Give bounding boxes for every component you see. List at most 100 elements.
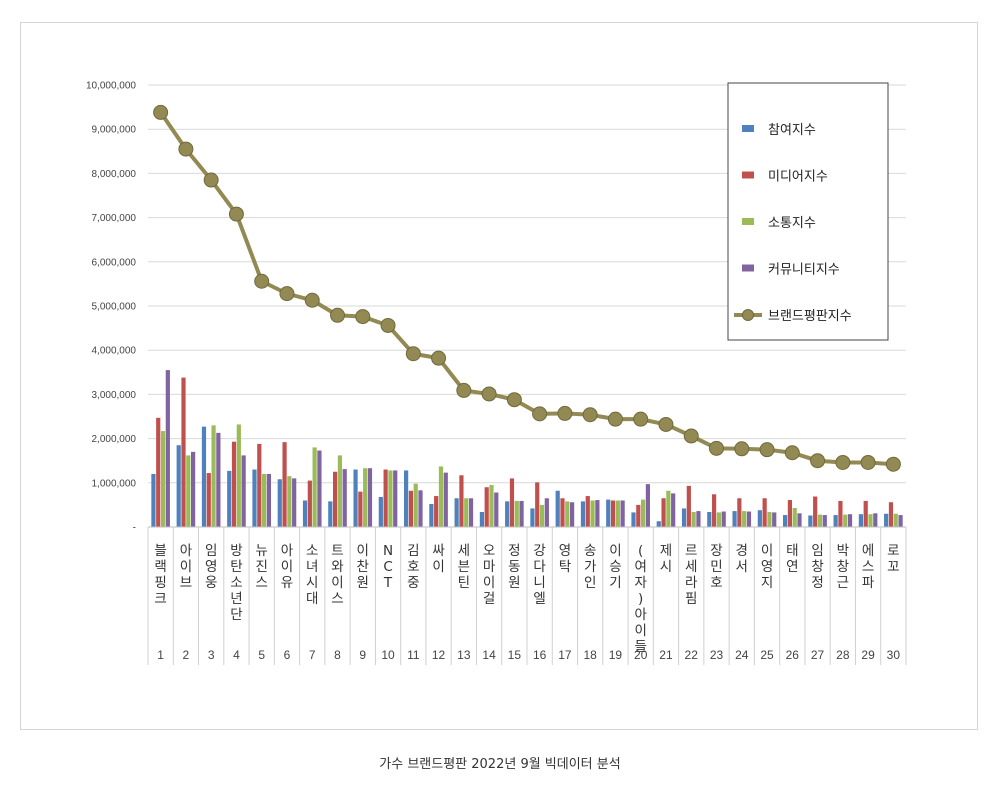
rank-label: 20 — [634, 648, 648, 662]
bar — [277, 479, 282, 527]
rank-label: 21 — [659, 648, 673, 662]
bar — [307, 480, 312, 527]
rank-label: 7 — [309, 648, 316, 662]
bar — [479, 511, 484, 527]
line-marker — [810, 453, 826, 469]
y-tick-label: 6,000,000 — [92, 257, 137, 268]
bar — [388, 470, 393, 527]
line-marker — [153, 104, 169, 120]
bar — [863, 500, 868, 527]
y-tick-label: - — [133, 523, 136, 534]
bar — [767, 511, 772, 527]
bar — [666, 490, 671, 527]
rank-label: 19 — [609, 648, 623, 662]
rank-label: 30 — [887, 648, 901, 662]
bar — [783, 515, 788, 527]
bar — [833, 515, 838, 527]
line-series — [153, 104, 901, 472]
legend-swatch-marker — [742, 309, 754, 321]
bar — [358, 491, 363, 527]
rank-label: 26 — [786, 648, 800, 662]
bar — [565, 501, 570, 527]
bar — [884, 513, 889, 527]
bar — [530, 508, 535, 527]
rank-label: 17 — [558, 648, 572, 662]
y-tick-label: 5,000,000 — [92, 302, 137, 313]
y-axis-ticks: - 1,000,000 2,000,000 3,000,000 4,000,000 5,0… — [86, 81, 136, 534]
rank-label: 5 — [258, 648, 265, 662]
bar — [757, 510, 762, 527]
rank-label: 12 — [432, 648, 446, 662]
bar — [732, 511, 737, 527]
rank-label: 24 — [735, 648, 749, 662]
bar — [165, 370, 170, 527]
rank-label: 16 — [533, 648, 547, 662]
bar — [707, 511, 712, 527]
rank-label: 4 — [233, 648, 240, 662]
bar — [686, 485, 691, 527]
bar-series — [151, 370, 903, 527]
bar — [843, 514, 848, 527]
bar — [595, 500, 600, 527]
line-marker — [355, 309, 371, 325]
bar — [241, 455, 246, 527]
line-marker — [532, 406, 548, 422]
bar — [873, 513, 878, 527]
bar — [772, 512, 777, 527]
y-tick-label: 3,000,000 — [92, 390, 137, 401]
legend-swatch — [742, 171, 754, 179]
bar — [378, 496, 383, 527]
legend-label: 브랜드평판지수 — [768, 309, 852, 324]
legend-label: 소통지수 — [768, 216, 816, 231]
bar — [333, 471, 338, 527]
bar — [413, 483, 418, 527]
bar — [847, 514, 853, 527]
bar — [539, 504, 545, 527]
rank-label: 3 — [208, 648, 215, 662]
bar — [509, 478, 515, 527]
bar — [797, 513, 802, 527]
rank-label: 1 — [157, 648, 164, 662]
line-marker — [607, 411, 623, 427]
y-tick-label: 4,000,000 — [92, 346, 137, 357]
bar — [898, 515, 903, 527]
line-marker — [304, 292, 320, 308]
bar — [353, 469, 358, 527]
legend-label: 커뮤니티지수 — [768, 263, 840, 278]
bar — [817, 514, 823, 527]
bar — [610, 500, 616, 527]
bar — [342, 469, 347, 527]
y-tick-label: 1,000,000 — [92, 478, 137, 489]
bar — [813, 496, 818, 527]
bar — [227, 470, 232, 527]
bar — [216, 432, 221, 527]
rank-label: 18 — [583, 648, 597, 662]
rank-label: 22 — [685, 648, 699, 662]
line-marker — [456, 382, 472, 398]
rank-label: 10 — [381, 648, 395, 662]
line-marker — [203, 172, 219, 188]
bar — [156, 417, 161, 527]
bar — [535, 482, 540, 527]
legend-label: 미디어지수 — [768, 170, 828, 185]
bar — [615, 500, 620, 527]
bar — [363, 468, 368, 527]
bar — [590, 500, 595, 527]
bar — [383, 469, 388, 527]
bar — [671, 493, 676, 527]
bar — [312, 447, 317, 527]
legend-swatch — [742, 264, 754, 272]
line-marker — [885, 456, 901, 472]
